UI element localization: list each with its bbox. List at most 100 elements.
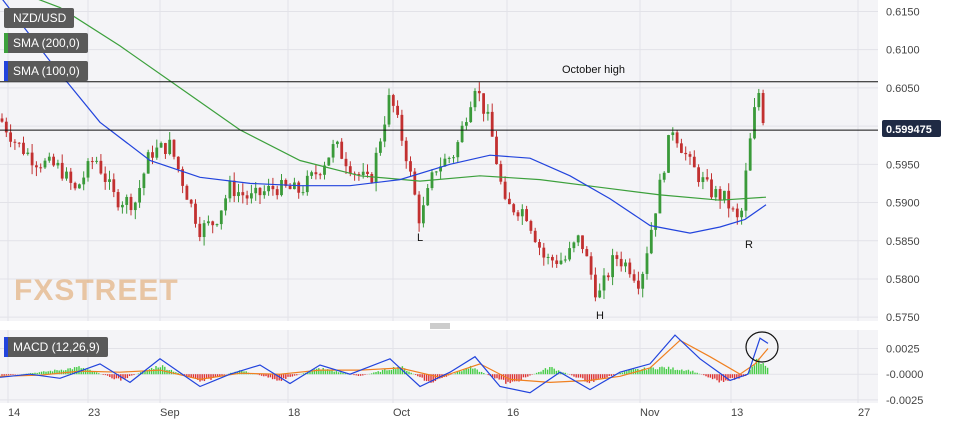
price-tick-label: 0.6050	[886, 83, 920, 95]
candle	[288, 183, 292, 190]
candle	[667, 134, 670, 173]
pattern-label-h: H	[596, 310, 604, 322]
candle	[383, 116, 387, 148]
candle	[13, 139, 17, 150]
macd-tick-label: 0.0025	[886, 344, 920, 356]
candle	[108, 170, 111, 190]
candle	[538, 239, 541, 256]
legend-instrument[interactable]: NZD/USD	[4, 8, 75, 28]
candle	[168, 132, 172, 156]
candle	[340, 138, 344, 160]
macd-axis[interactable]: 0.0025 -0.0000 -0.0025	[886, 344, 923, 407]
panel-resize-handle[interactable]	[430, 323, 450, 329]
candle	[680, 138, 683, 154]
candle	[447, 156, 451, 164]
sma-line	[38, 0, 767, 201]
time-tick-label: Sep	[160, 407, 180, 419]
candle	[533, 227, 537, 243]
candle	[357, 171, 361, 181]
current-price-tag: 0.599475	[882, 120, 941, 137]
price-tick-label: 0.6150	[886, 6, 920, 18]
candle	[314, 164, 318, 180]
candle	[215, 223, 219, 227]
candle	[396, 100, 399, 118]
candle	[637, 271, 640, 295]
candle	[189, 198, 193, 208]
candle	[310, 170, 313, 180]
moving-averages	[2, 0, 767, 234]
candle	[443, 153, 447, 167]
candle	[723, 190, 726, 204]
candle	[43, 158, 47, 170]
candle	[90, 157, 94, 170]
candle	[198, 216, 202, 242]
candle	[688, 151, 692, 165]
candle	[379, 138, 382, 156]
candle	[237, 183, 240, 203]
candle	[228, 175, 232, 203]
candle	[4, 117, 8, 138]
candle	[581, 235, 584, 254]
candle	[753, 98, 756, 140]
candle	[576, 234, 580, 247]
candle	[516, 209, 520, 221]
time-axis[interactable]: 14 23 Sep 18 Oct 16 Nov 13 27	[8, 407, 870, 419]
price-tick-label: 0.5950	[886, 159, 920, 171]
price-axis[interactable]: 0.61500.61000.60500.60000.59500.59000.58…	[886, 6, 920, 324]
candle	[525, 205, 528, 222]
price-tick-label: 0.5850	[886, 236, 920, 248]
candle	[391, 93, 395, 113]
candle	[400, 109, 404, 146]
price-tick-label: 0.5800	[886, 274, 920, 286]
watermark: FXSTREET	[14, 274, 179, 307]
legend-sma-100[interactable]: SMA (100,0)	[4, 61, 88, 81]
legend-sma-200-label: SMA (200,0)	[13, 36, 80, 50]
time-tick-label: 18	[288, 407, 300, 419]
candle	[559, 252, 563, 265]
candle	[606, 272, 610, 281]
candle	[185, 184, 189, 200]
candle	[585, 246, 589, 257]
candle	[460, 121, 464, 143]
candle	[486, 104, 490, 121]
candle	[555, 254, 559, 268]
candle	[56, 159, 60, 169]
candle	[710, 173, 713, 201]
legend-sma-100-label: SMA (100,0)	[13, 64, 80, 78]
candle	[224, 194, 227, 216]
candle	[662, 171, 666, 183]
macd-line	[0, 334, 769, 394]
candle	[22, 136, 25, 156]
time-tick-label: 13	[731, 407, 743, 419]
candle	[327, 157, 331, 167]
candle	[520, 204, 524, 225]
candle	[138, 180, 141, 208]
pattern-label-l: L	[417, 232, 423, 244]
candle	[331, 139, 335, 163]
candle	[258, 187, 262, 205]
candle	[95, 156, 98, 164]
candle	[318, 172, 322, 180]
grid-lines	[0, 0, 878, 403]
candle	[508, 192, 511, 205]
macd-tick-label: -0.0025	[886, 395, 923, 407]
candle	[336, 140, 339, 148]
legend-sma-200[interactable]: SMA (200,0)	[4, 33, 88, 53]
candle	[39, 163, 43, 173]
price-tick-label: 0.6100	[886, 45, 920, 57]
candle	[82, 171, 86, 191]
time-tick-label: 16	[507, 407, 519, 419]
candle	[495, 131, 498, 165]
candle	[572, 241, 576, 253]
legend-instrument-label: NZD/USD	[13, 11, 67, 25]
candle	[366, 164, 369, 178]
candle	[65, 167, 68, 181]
candle	[9, 124, 12, 148]
candle	[245, 190, 249, 205]
candle	[121, 201, 124, 214]
candle	[250, 184, 253, 204]
legend-macd[interactable]: MACD (12,26,9)	[4, 337, 108, 357]
time-tick-label: 27	[858, 407, 870, 419]
